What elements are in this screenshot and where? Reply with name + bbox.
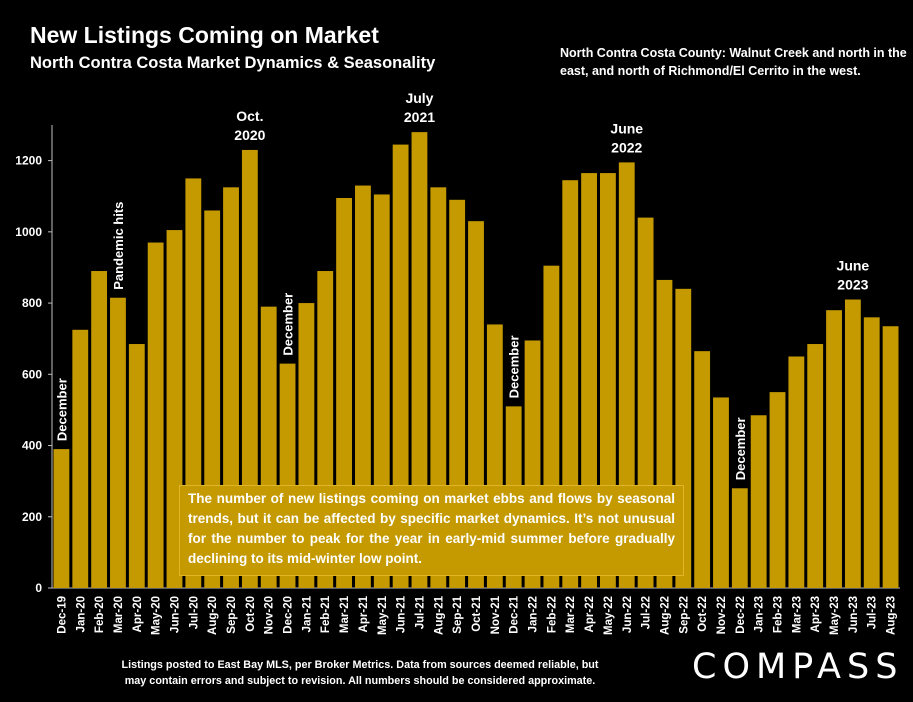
bar xyxy=(731,488,748,588)
peak-annotation: 2021 xyxy=(404,109,435,125)
bar xyxy=(826,310,842,588)
x-tick-label: May-23 xyxy=(829,596,841,635)
x-tick-label: Sep-20 xyxy=(226,596,238,634)
x-tick-label: Aug-20 xyxy=(207,596,219,635)
x-tick-label: Jun-23 xyxy=(848,596,860,633)
x-tick-label: Apr-23 xyxy=(810,596,822,632)
bar xyxy=(166,230,183,589)
bar xyxy=(110,297,126,588)
bar-annotation: December xyxy=(733,417,748,480)
x-tick-label: Dec-19 xyxy=(56,596,68,634)
bar-annotation: Pandemic hits xyxy=(111,202,126,290)
x-tick-label: Aug-22 xyxy=(659,596,671,635)
x-tick-label: Aug-21 xyxy=(433,595,445,635)
bar xyxy=(72,329,89,588)
bar xyxy=(241,149,258,588)
x-tick-label: Mar-21 xyxy=(339,595,351,633)
bar xyxy=(53,449,70,588)
x-tick-label: Sep-21 xyxy=(452,595,464,633)
bar xyxy=(411,132,428,588)
y-tick-label: 0 xyxy=(35,581,42,595)
x-tick-label: Aug-23 xyxy=(886,596,898,635)
x-tick-label: Feb-20 xyxy=(94,596,106,633)
chart-title: New Listings Coming on Market xyxy=(30,22,379,48)
y-tick-label: 1200 xyxy=(15,154,42,168)
bar-annotation: December xyxy=(54,378,69,441)
bar xyxy=(750,415,767,588)
x-tick-label: Oct-20 xyxy=(245,596,257,632)
x-tick-label: Jul-20 xyxy=(188,596,200,629)
y-tick-label: 400 xyxy=(22,439,42,453)
bar xyxy=(882,326,899,588)
footnote-line-2: may contain errors and subject to revisi… xyxy=(124,675,596,687)
x-tick-label: Oct-22 xyxy=(697,596,709,632)
chart-subtitle: North Contra Costa Market Dynamics & Sea… xyxy=(30,54,436,72)
x-tick-label: Dec-22 xyxy=(735,596,747,634)
y-tick-label: 200 xyxy=(22,510,42,524)
bar xyxy=(128,344,145,588)
x-tick-label: Oct-21 xyxy=(471,595,483,631)
source-footnote: Listings posted to East Bay MLS, per Bro… xyxy=(80,657,640,689)
x-tick-label: Feb-23 xyxy=(773,596,785,633)
compass-logo: COMPASS xyxy=(692,647,904,687)
bar xyxy=(844,299,861,588)
x-tick-label: Mar-20 xyxy=(113,596,125,633)
x-tick-label: Feb-21 xyxy=(320,595,332,633)
x-tick-label: Jun-22 xyxy=(622,596,634,633)
bar xyxy=(713,397,729,588)
x-tick-label: Jun-21 xyxy=(396,595,408,633)
peak-annotation: June xyxy=(837,258,870,274)
y-tick-label: 800 xyxy=(22,296,42,310)
y-tick-label: 1000 xyxy=(15,225,42,239)
x-tick-label: Jan-21 xyxy=(301,595,313,632)
bar xyxy=(392,144,409,589)
x-tick-label: Jul-23 xyxy=(867,596,879,629)
bar xyxy=(599,173,616,589)
bar xyxy=(618,162,635,588)
x-tick-label: Nov-22 xyxy=(716,596,728,634)
bar-annotation: December xyxy=(281,293,296,356)
x-tick-label: Feb-22 xyxy=(546,596,558,633)
footnote-line-1: Listings posted to East Bay MLS, per Bro… xyxy=(121,659,599,671)
peak-annotation: July xyxy=(405,90,433,106)
x-tick-label: May-22 xyxy=(603,596,615,635)
x-tick-label: Jan-23 xyxy=(754,596,766,632)
x-tick-label: Jan-22 xyxy=(528,596,540,632)
x-tick-label: Jan-20 xyxy=(75,596,87,632)
x-tick-label: Jul-22 xyxy=(641,596,653,629)
x-tick-label: Sep-22 xyxy=(678,596,690,634)
x-tick-label: May-20 xyxy=(151,596,163,635)
x-tick-label: Dec-21 xyxy=(509,595,521,633)
x-tick-label: Mar-23 xyxy=(791,596,803,633)
x-tick-label: Apr-21 xyxy=(358,595,370,632)
x-tick-label: Jun-20 xyxy=(169,596,181,633)
peak-annotation: 2022 xyxy=(611,139,642,155)
x-tick-label: Apr-20 xyxy=(132,596,144,632)
x-tick-label: Mar-22 xyxy=(565,596,577,633)
bar xyxy=(91,271,108,588)
region-note: North Contra Costa County: Walnut Creek … xyxy=(560,46,907,78)
bar xyxy=(788,356,805,588)
x-tick-label: Nov-21 xyxy=(490,595,502,634)
x-tick-label: Jul-21 xyxy=(414,595,426,629)
peak-annotation: 2020 xyxy=(234,127,265,143)
bar xyxy=(769,392,786,588)
bar xyxy=(694,351,711,588)
bar xyxy=(147,242,164,588)
y-tick-label: 600 xyxy=(22,367,42,381)
bar xyxy=(863,317,880,588)
x-tick-label: May-21 xyxy=(377,595,389,635)
callout-box: The number of new listings coming on mar… xyxy=(179,485,684,576)
x-tick-label: Apr-22 xyxy=(584,596,596,632)
peak-annotation: June xyxy=(610,120,643,136)
peak-annotation: Oct. xyxy=(236,108,263,124)
bar-annotation: December xyxy=(507,335,522,398)
x-tick-label: Nov-20 xyxy=(264,596,276,634)
bar xyxy=(807,344,824,588)
bar xyxy=(581,173,597,589)
x-tick-label: Dec-20 xyxy=(283,596,295,634)
peak-annotation: 2023 xyxy=(837,277,868,293)
